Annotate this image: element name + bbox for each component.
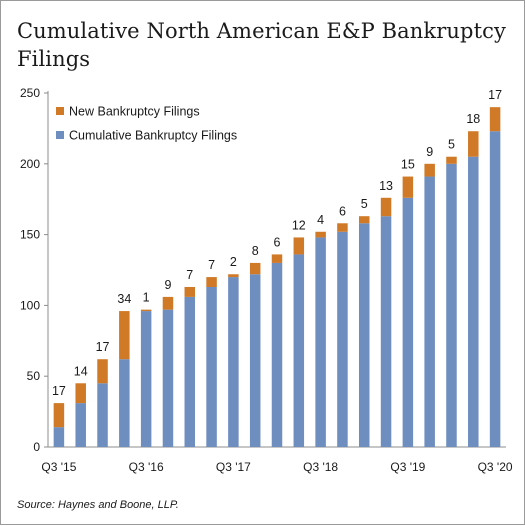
data-label: 15 <box>401 158 415 172</box>
new-filings-bar <box>97 359 108 384</box>
data-label: 9 <box>164 278 171 292</box>
data-label: 6 <box>274 235 281 249</box>
x-tick-label: Q3 '16 <box>129 460 164 474</box>
data-label: 17 <box>96 340 110 354</box>
x-tick-label: Q3 '17 <box>216 460 251 474</box>
data-label: 7 <box>186 268 193 282</box>
data-label: 9 <box>426 145 433 159</box>
data-label: 17 <box>52 384 66 398</box>
new-filings-bar <box>206 277 217 287</box>
cumulative-bar <box>358 223 370 447</box>
new-filings-bar <box>489 107 501 132</box>
new-filings-bar <box>468 131 479 157</box>
chart-title: Cumulative North American E&P Bankruptcy… <box>17 19 506 71</box>
new-filings-bar <box>424 163 435 177</box>
new-filings-bar <box>162 296 174 310</box>
x-tick-label: Q3 '19 <box>390 460 425 474</box>
cumulative-bar <box>402 197 414 447</box>
new-filings-bar <box>119 311 130 360</box>
new-filings-bar <box>249 262 261 275</box>
data-label: 7 <box>208 258 215 272</box>
cumulative-bar <box>489 131 501 447</box>
new-filings-bar <box>271 254 283 263</box>
cumulative-bar <box>97 383 108 447</box>
cumulative-bar <box>206 286 217 447</box>
x-tick-label: Q3 '15 <box>41 460 76 474</box>
data-label: 14 <box>74 364 88 378</box>
data-label: 17 <box>488 88 502 102</box>
cumulative-bar <box>228 277 239 447</box>
new-filings-bar <box>358 216 370 224</box>
legend-swatch-new <box>56 107 64 115</box>
data-label: 34 <box>117 292 131 306</box>
data-label: 8 <box>252 244 259 258</box>
new-filings-bar <box>446 156 457 164</box>
cumulative-bar <box>184 296 196 447</box>
new-filings-bar <box>140 309 152 312</box>
cumulative-bar <box>446 163 457 448</box>
x-tick-label: Q3 '20 <box>478 460 513 474</box>
x-tick-label: Q3 '18 <box>303 460 338 474</box>
cumulative-bar <box>337 231 348 447</box>
data-label: 12 <box>292 218 306 232</box>
data-label: 5 <box>361 197 368 211</box>
data-label: 5 <box>448 138 455 152</box>
legend-label-new: New Bankruptcy Filings <box>69 105 200 119</box>
data-label: 18 <box>466 112 480 126</box>
y-tick-label: 150 <box>20 228 40 242</box>
new-filings-bar <box>380 197 392 217</box>
new-filings-bar <box>315 231 326 238</box>
source-note: Source: Haynes and Boone, LLP. <box>17 499 179 511</box>
new-filings-bar <box>53 403 65 428</box>
new-filings-bar <box>337 223 348 232</box>
cumulative-bar <box>140 311 152 447</box>
legend-label-cumulative: Cumulative Bankruptcy Filings <box>69 129 237 143</box>
cumulative-bar <box>468 156 479 447</box>
cumulative-bar <box>119 359 130 447</box>
data-label: 6 <box>339 204 346 218</box>
cumulative-bar <box>293 254 305 447</box>
new-filings-bar <box>75 383 86 404</box>
cumulative-bar <box>162 309 174 447</box>
cumulative-bar <box>380 216 392 447</box>
y-tick-label: 0 <box>33 440 40 454</box>
new-filings-bar <box>402 176 414 198</box>
y-tick-label: 100 <box>20 298 40 312</box>
data-label: 2 <box>230 255 237 269</box>
new-filings-bar <box>184 286 196 297</box>
cumulative-bar <box>249 274 261 447</box>
data-label: 4 <box>317 213 324 227</box>
data-label: 13 <box>379 179 393 193</box>
cumulative-bar <box>271 262 283 447</box>
cumulative-bar <box>75 403 86 447</box>
y-tick-label: 200 <box>20 157 40 171</box>
cumulative-bar <box>53 427 65 447</box>
data-label: 1 <box>143 291 150 305</box>
y-tick-label: 250 <box>20 86 40 100</box>
new-filings-bar <box>228 274 239 278</box>
new-filings-bar <box>293 237 305 255</box>
y-tick-label: 50 <box>27 369 41 383</box>
cumulative-bar <box>315 237 326 447</box>
cumulative-bar <box>424 176 435 447</box>
legend-swatch-cumulative <box>56 131 64 139</box>
